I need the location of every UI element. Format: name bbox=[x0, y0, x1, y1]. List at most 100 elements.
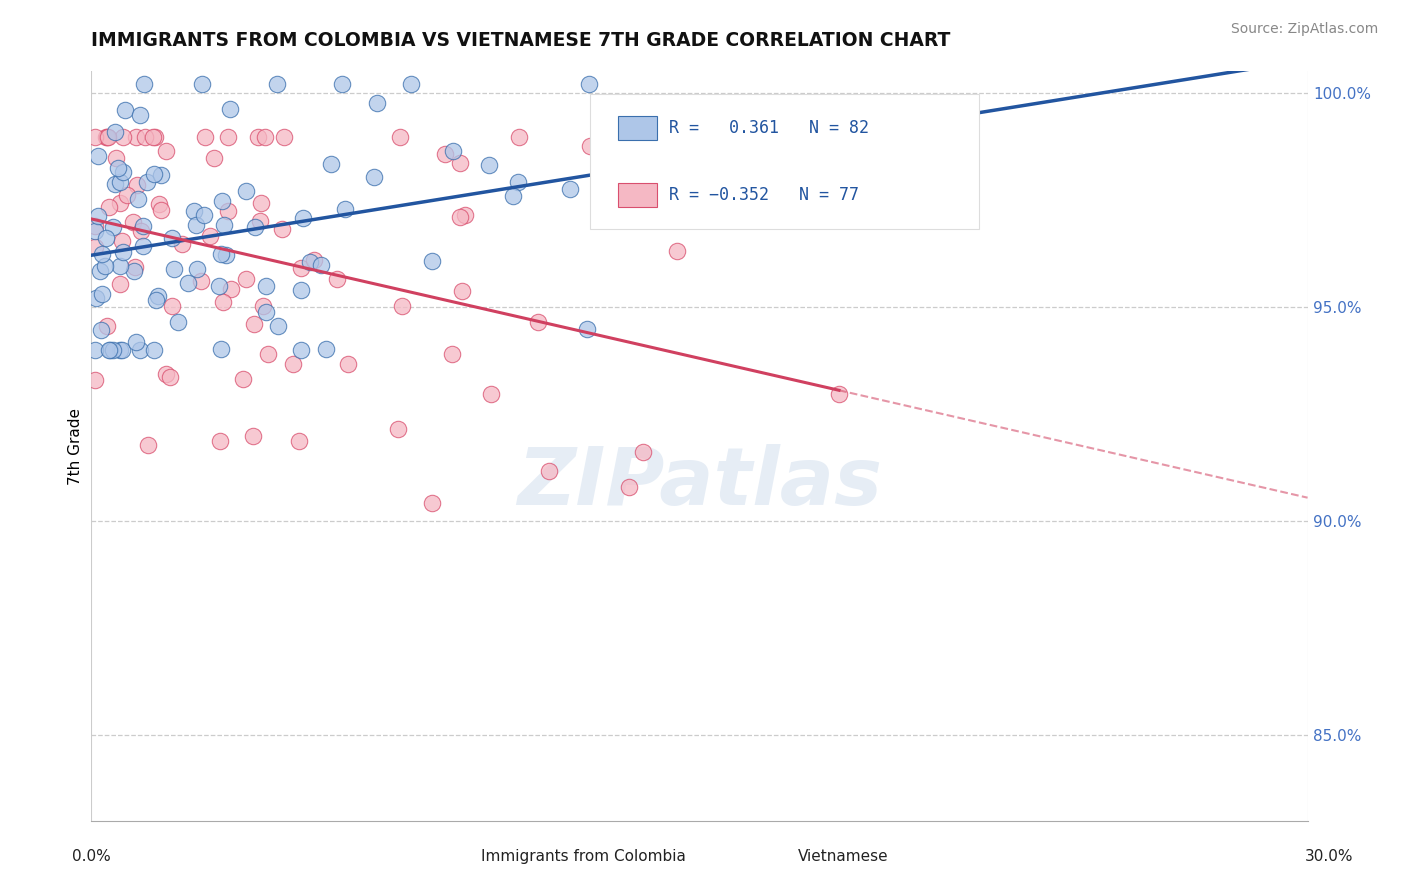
Point bbox=[124, 260, 146, 274]
Point bbox=[122, 264, 145, 278]
Point bbox=[219, 282, 242, 296]
Point bbox=[208, 279, 231, 293]
FancyBboxPatch shape bbox=[591, 94, 979, 228]
Point bbox=[94, 130, 117, 145]
Point bbox=[387, 422, 409, 436]
Point bbox=[252, 299, 274, 313]
Point bbox=[186, 262, 208, 277]
Point bbox=[451, 284, 474, 298]
Point bbox=[288, 434, 311, 448]
Point bbox=[177, 276, 200, 290]
Point bbox=[194, 130, 217, 145]
Point bbox=[104, 151, 127, 165]
Point bbox=[441, 347, 464, 361]
Point bbox=[366, 95, 388, 110]
Point bbox=[478, 158, 501, 172]
Point bbox=[695, 160, 717, 174]
Point bbox=[98, 343, 121, 357]
Text: 30.0%: 30.0% bbox=[1305, 849, 1353, 863]
Text: Vietnamese: Vietnamese bbox=[799, 849, 889, 863]
Point bbox=[111, 343, 134, 357]
Point bbox=[828, 387, 851, 401]
Point bbox=[235, 272, 257, 286]
Point bbox=[202, 151, 225, 165]
Point bbox=[243, 317, 266, 331]
Point bbox=[104, 125, 127, 139]
Point bbox=[97, 343, 120, 357]
Point bbox=[155, 367, 177, 381]
Point bbox=[110, 235, 132, 249]
Point bbox=[115, 188, 138, 202]
Point bbox=[104, 177, 127, 191]
Point bbox=[578, 77, 600, 91]
Point bbox=[254, 304, 277, 318]
Point bbox=[333, 202, 356, 216]
Point bbox=[219, 103, 242, 117]
Point bbox=[150, 168, 173, 182]
Point bbox=[131, 224, 153, 238]
Point bbox=[298, 254, 321, 268]
Point bbox=[209, 342, 232, 356]
Point bbox=[159, 370, 181, 384]
Point bbox=[290, 261, 312, 276]
Text: Immigrants from Colombia: Immigrants from Colombia bbox=[481, 849, 686, 863]
Point bbox=[454, 208, 477, 222]
Text: IMMIGRANTS FROM COLOMBIA VS VIETNAMESE 7TH GRADE CORRELATION CHART: IMMIGRANTS FROM COLOMBIA VS VIETNAMESE 7… bbox=[91, 31, 950, 50]
Point bbox=[125, 334, 148, 349]
Point bbox=[101, 220, 124, 235]
Point bbox=[90, 323, 112, 337]
Point bbox=[209, 434, 232, 448]
Point bbox=[217, 130, 239, 145]
Point bbox=[217, 203, 239, 218]
Point bbox=[91, 247, 114, 261]
Point bbox=[267, 319, 290, 334]
Point bbox=[97, 130, 120, 145]
Point bbox=[160, 231, 183, 245]
Point bbox=[125, 178, 148, 192]
Text: ZIPatlas: ZIPatlas bbox=[517, 444, 882, 523]
FancyBboxPatch shape bbox=[619, 183, 657, 207]
Point bbox=[250, 196, 273, 211]
Point bbox=[508, 175, 530, 189]
Point bbox=[108, 277, 131, 291]
Point bbox=[101, 343, 124, 357]
FancyBboxPatch shape bbox=[619, 116, 657, 139]
Point bbox=[579, 138, 602, 153]
Point bbox=[273, 130, 295, 145]
Point bbox=[266, 77, 288, 91]
Point bbox=[127, 193, 149, 207]
Point bbox=[129, 343, 152, 357]
Point bbox=[209, 246, 232, 260]
Point bbox=[107, 161, 129, 176]
Point bbox=[108, 343, 131, 357]
Point bbox=[84, 219, 107, 233]
Point bbox=[391, 300, 413, 314]
Point bbox=[145, 293, 167, 307]
Point bbox=[271, 221, 294, 235]
Point bbox=[290, 343, 312, 357]
Point bbox=[254, 130, 277, 145]
Point bbox=[87, 209, 110, 223]
Point bbox=[508, 130, 530, 145]
Point bbox=[235, 184, 257, 198]
Point bbox=[246, 130, 269, 145]
Point bbox=[363, 170, 385, 185]
Point bbox=[449, 156, 471, 170]
Point bbox=[257, 346, 280, 360]
Point bbox=[420, 496, 443, 510]
Point bbox=[215, 248, 238, 262]
Point bbox=[148, 197, 170, 211]
Point bbox=[163, 261, 186, 276]
Point bbox=[136, 175, 159, 189]
Point bbox=[292, 211, 315, 225]
Point bbox=[86, 291, 108, 305]
Point bbox=[146, 288, 169, 302]
Point bbox=[193, 208, 215, 222]
Point bbox=[150, 203, 173, 218]
Point bbox=[434, 146, 457, 161]
Point bbox=[631, 445, 654, 459]
Point bbox=[84, 239, 107, 253]
Point bbox=[143, 130, 166, 145]
Point bbox=[302, 253, 325, 268]
Point bbox=[155, 144, 177, 158]
